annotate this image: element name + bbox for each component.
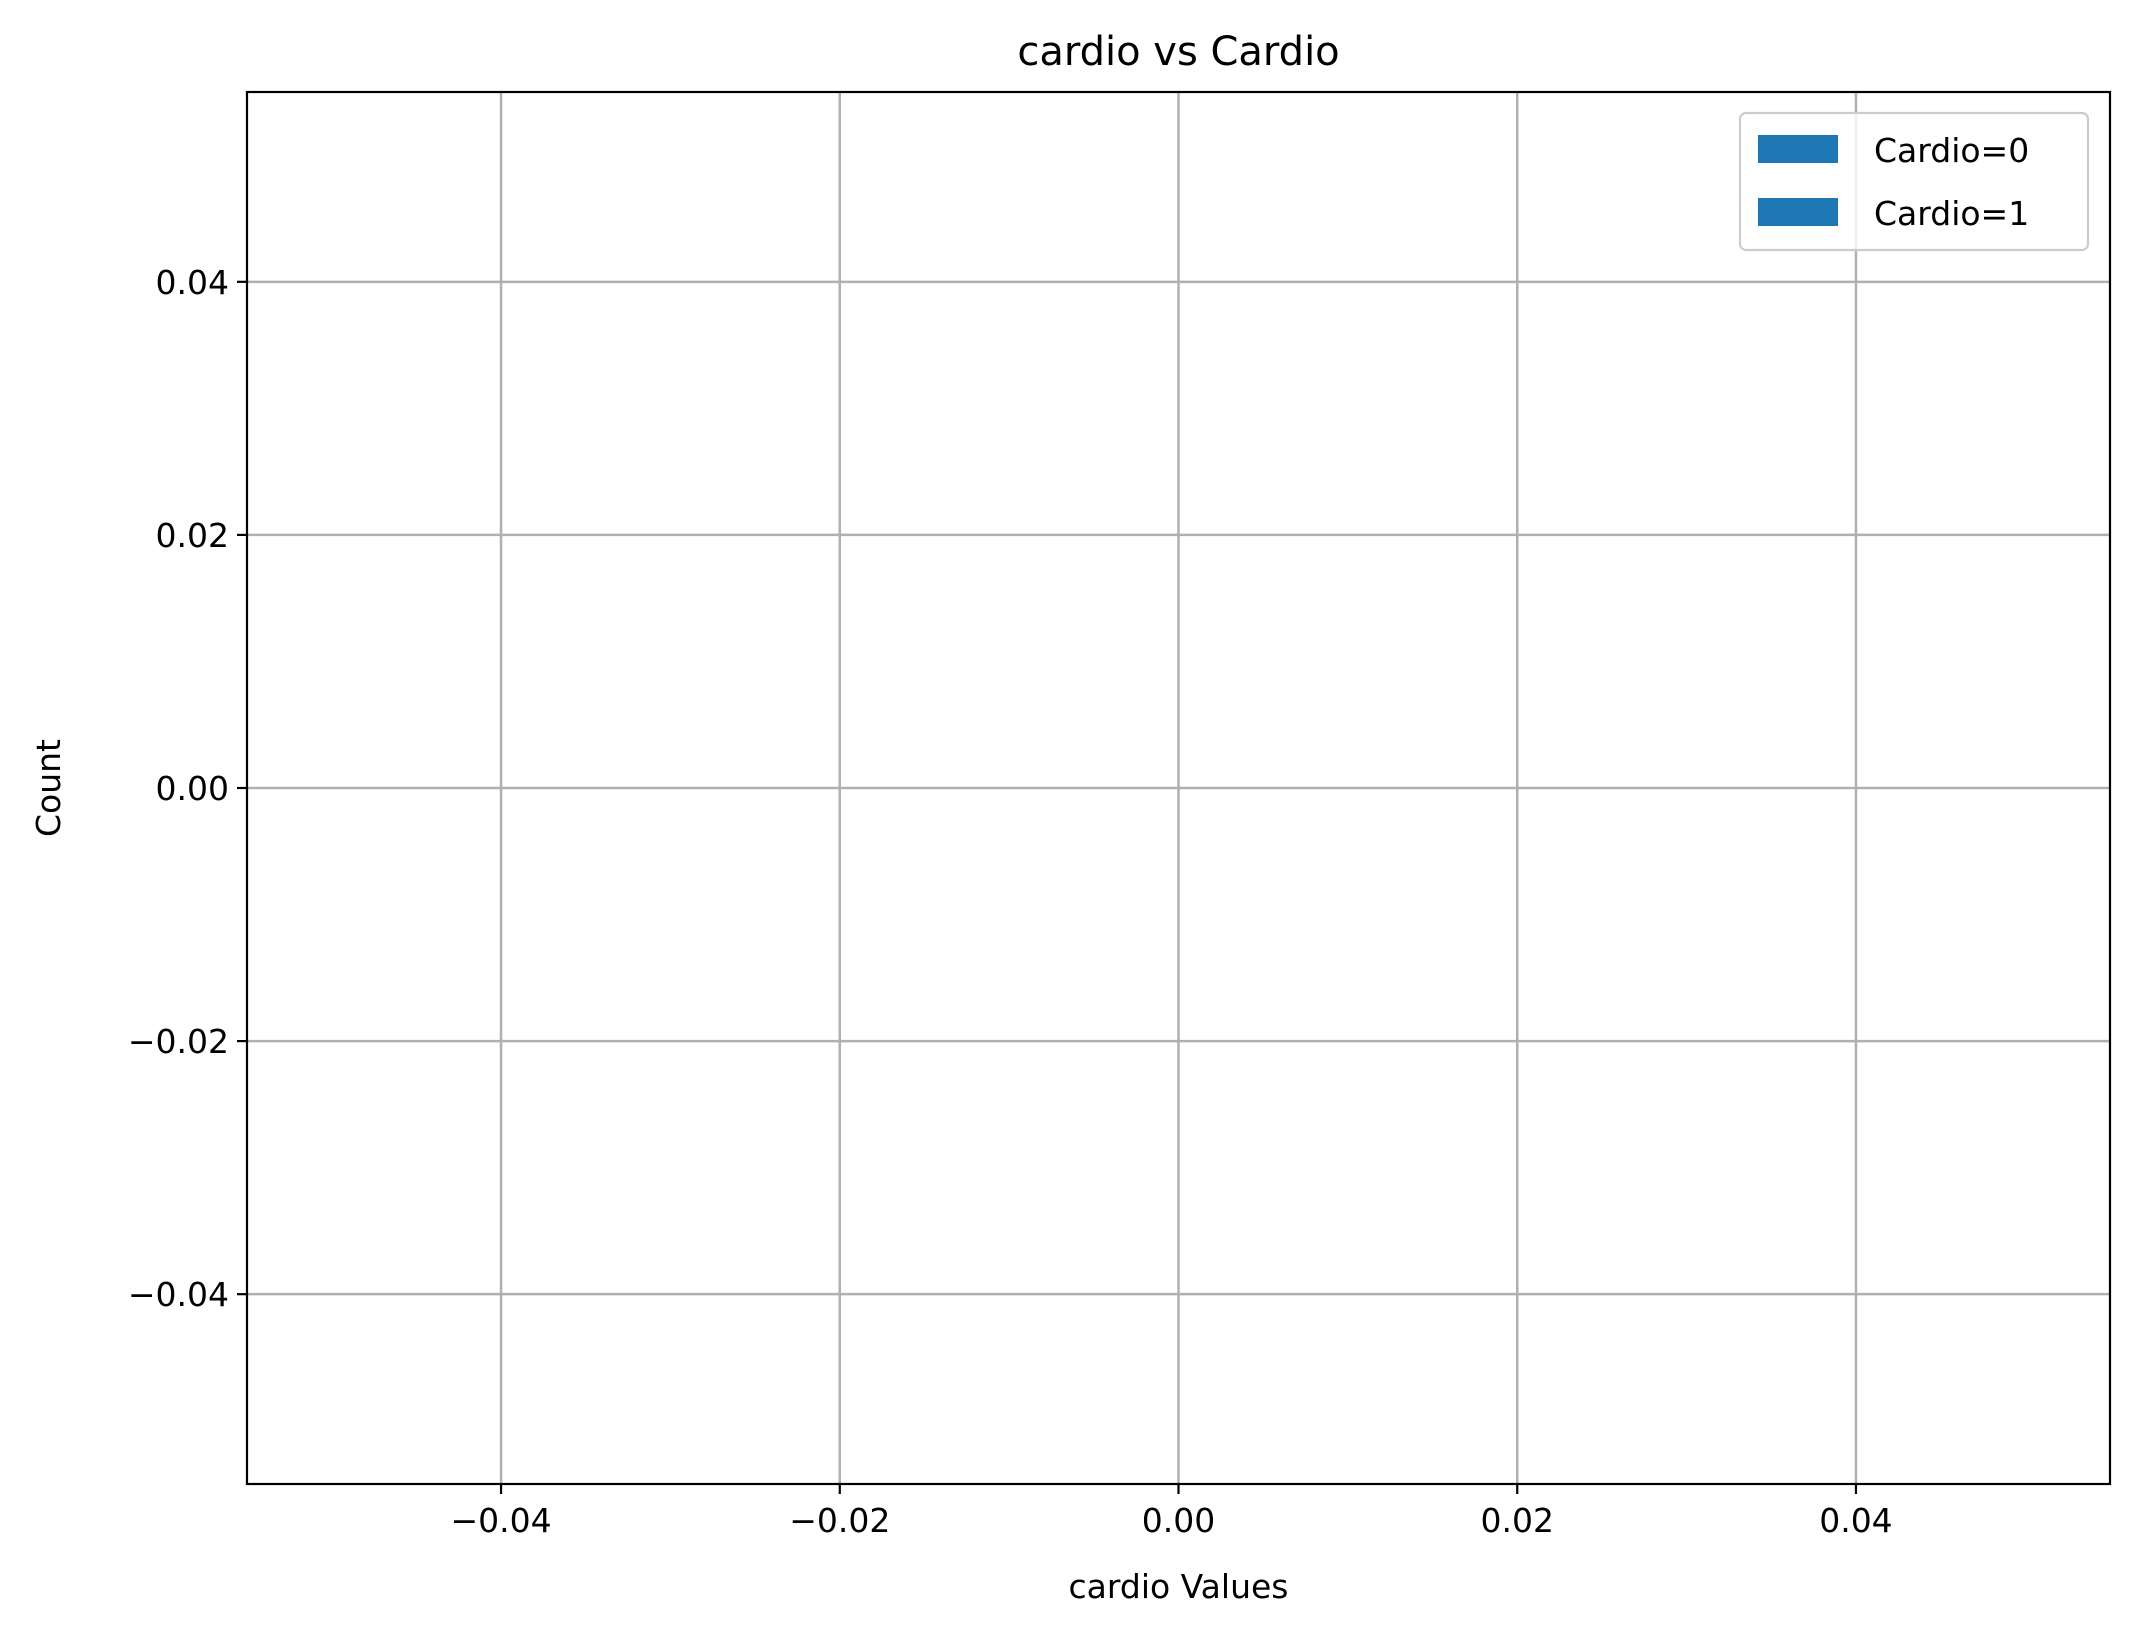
grid — [247, 92, 2110, 1484]
legend-swatch-cardio-0 — [1758, 135, 1838, 163]
x-tick-label: −0.02 — [789, 1501, 890, 1540]
legend-label-cardio-0: Cardio=0 — [1874, 131, 2029, 170]
legend: Cardio=0 Cardio=1 — [1738, 111, 2090, 252]
y-tick-label: 0.04 — [156, 263, 229, 302]
y-tick-label: 0.00 — [156, 769, 229, 808]
y-tick-label: 0.02 — [156, 516, 229, 555]
y-tick-label: −0.04 — [128, 1275, 229, 1314]
legend-swatch-cardio-1 — [1758, 198, 1838, 226]
y-tick-label: −0.02 — [128, 1022, 229, 1061]
chart-title: cardio vs Cardio — [1017, 29, 1339, 75]
x-tick-label: 0.00 — [1142, 1501, 1215, 1540]
x-tick-label: 0.02 — [1480, 1501, 1553, 1540]
legend-label-cardio-1: Cardio=1 — [1874, 194, 2029, 233]
x-tick-label: 0.04 — [1819, 1501, 1892, 1540]
plot-area-frame — [245, 90, 2112, 1486]
axis-ticks: −0.04 −0.02 0.00 0.02 0.04 −0.04 −0.02 0.00 0.02… — [128, 263, 1893, 1540]
x-axis-label: cardio Values — [1069, 1567, 1289, 1606]
x-tick-label: −0.04 — [450, 1501, 551, 1540]
y-axis-label: Count — [29, 739, 68, 837]
